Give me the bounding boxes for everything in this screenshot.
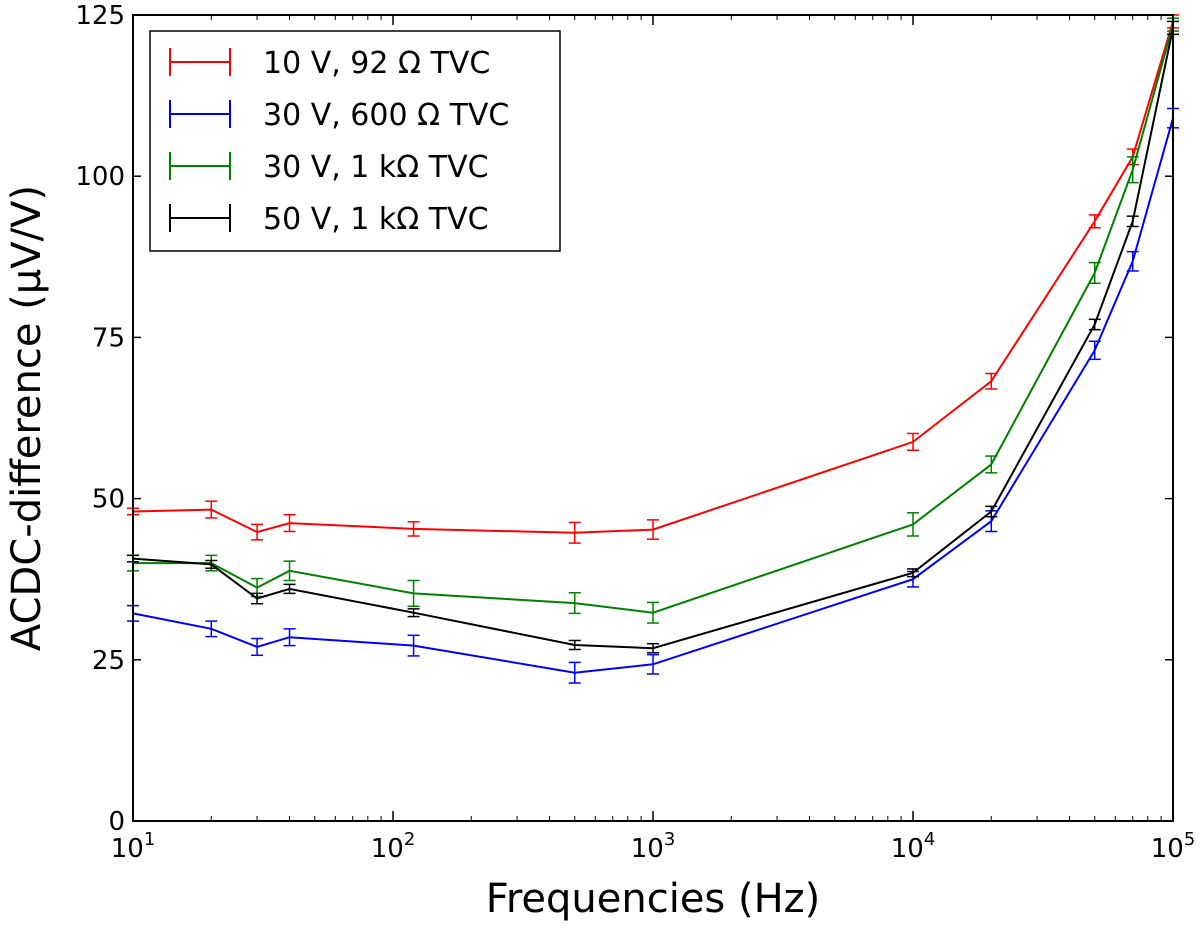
x-tick-label: 102 <box>371 829 416 864</box>
y-tick-label: 0 <box>108 807 125 837</box>
legend-label: 50 V, 1 kΩ TVC <box>263 202 489 237</box>
x-axis-label: Frequencies (Hz) <box>486 876 821 922</box>
legend-label: 30 V, 600 Ω TVC <box>263 98 509 133</box>
series-line <box>132 27 1174 650</box>
y-tick-label: 100 <box>75 162 125 192</box>
y-axis-label: ACDC-difference (μV/V) <box>4 185 50 651</box>
y-tick-label: 50 <box>92 485 125 515</box>
legend: 10 V, 92 Ω TVC 30 V, 600 Ω TVC 30 V, 1 kΩ … <box>149 30 561 252</box>
y-tick-label: 75 <box>92 323 125 353</box>
y-tick-label: 125 <box>75 1 125 31</box>
y-tick-label: 25 <box>92 646 125 676</box>
legend-label: 10 V, 92 Ω TVC <box>263 46 490 81</box>
x-tick-label: 104 <box>891 829 936 864</box>
legend-label: 30 V, 1 kΩ TVC <box>263 150 489 185</box>
series-line <box>132 117 1174 674</box>
x-tick-label: 103 <box>631 829 676 864</box>
x-tick-label: 101 <box>111 829 156 864</box>
x-tick-label: 105 <box>1151 829 1196 864</box>
legend-box <box>149 30 561 252</box>
series-3 <box>127 17 1179 624</box>
series-line <box>133 24 1174 614</box>
series-line <box>132 21 1174 534</box>
tick-layer: 0 25 50 75 100 125 101 102 103 104 105 <box>75 1 1195 864</box>
